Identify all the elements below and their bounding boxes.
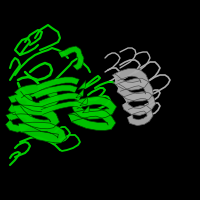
Polygon shape bbox=[78, 80, 86, 90]
Polygon shape bbox=[68, 109, 116, 130]
Polygon shape bbox=[76, 88, 84, 98]
Polygon shape bbox=[37, 77, 79, 91]
Polygon shape bbox=[116, 78, 153, 101]
Polygon shape bbox=[72, 96, 117, 119]
Polygon shape bbox=[122, 92, 155, 115]
Polygon shape bbox=[18, 122, 66, 143]
Polygon shape bbox=[8, 93, 33, 115]
Polygon shape bbox=[14, 84, 59, 112]
Polygon shape bbox=[58, 46, 84, 70]
Polygon shape bbox=[41, 102, 83, 114]
Polygon shape bbox=[39, 93, 81, 107]
Polygon shape bbox=[80, 96, 88, 106]
Polygon shape bbox=[127, 106, 153, 126]
Polygon shape bbox=[13, 105, 59, 129]
Polygon shape bbox=[34, 85, 77, 99]
Polygon shape bbox=[112, 69, 149, 90]
Polygon shape bbox=[83, 105, 89, 113]
Polygon shape bbox=[6, 111, 33, 132]
